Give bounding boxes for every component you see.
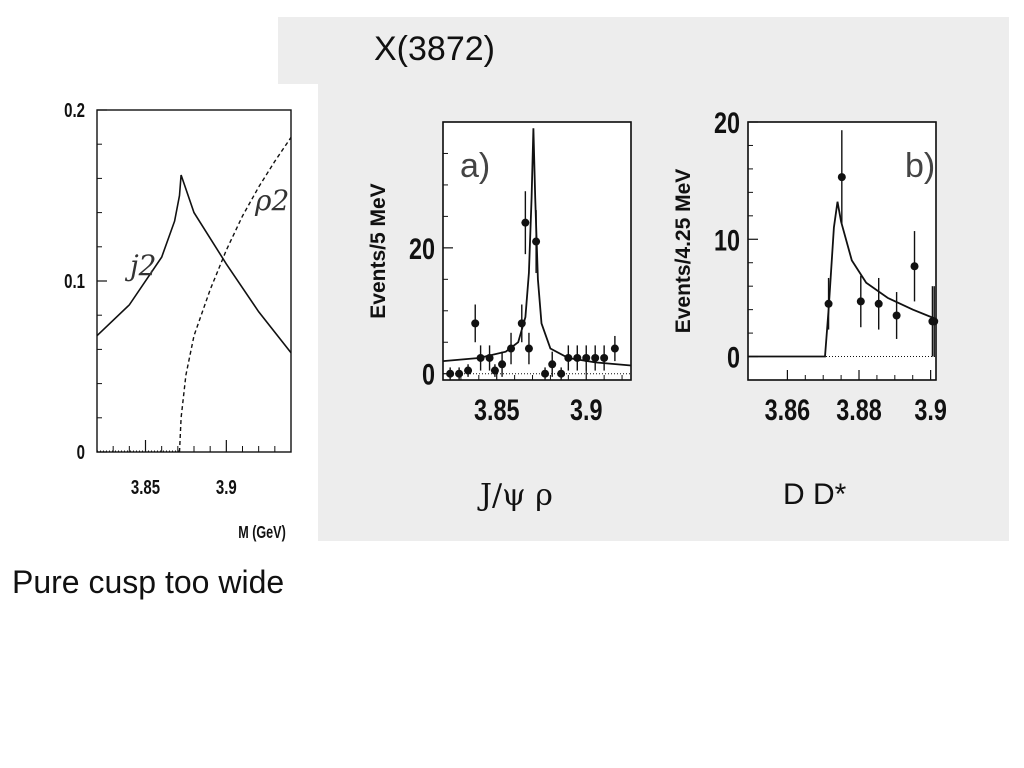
y-tick-label-a-1: 20 <box>409 232 435 265</box>
data-point <box>582 353 591 362</box>
data-point <box>541 369 550 378</box>
data-point <box>521 218 530 227</box>
data-point <box>532 237 541 246</box>
data-point <box>548 360 557 369</box>
data-point <box>446 369 455 378</box>
data-point <box>498 360 507 369</box>
y-tick-label-1: 0.1 <box>64 270 85 293</box>
data-point <box>464 366 473 375</box>
panel-label-b: b) <box>905 147 935 185</box>
y-axis-label-b: Events/4.25 MeV <box>672 169 695 334</box>
plot-frame-top-a <box>442 121 632 381</box>
data-point <box>837 173 846 182</box>
x-tick-label-0: 3.85 <box>131 476 160 499</box>
label-jpsi-rho: J/ψ ρ <box>480 478 553 513</box>
slide-title: X(3872) <box>374 30 495 68</box>
series-j2-line <box>96 174 292 354</box>
data-point <box>455 369 464 378</box>
plot-frame-cusp <box>96 109 292 453</box>
data-point <box>476 353 485 362</box>
slide-caption: Pure cusp too wide <box>12 564 285 600</box>
data-point <box>490 366 499 375</box>
x-tick-label-a-0: 3.85 <box>474 393 520 426</box>
x-tick-label-b-0: 3.86 <box>765 393 811 426</box>
data-point <box>824 299 833 308</box>
y-tick-label-b-1: 10 <box>714 224 740 257</box>
y-tick-label-2: 0.2 <box>64 99 85 122</box>
x-axis-label: M (GeV) <box>238 523 286 543</box>
series-label-rho2: ρ2 <box>254 184 289 217</box>
data-point <box>856 297 865 306</box>
data-point <box>610 344 619 353</box>
panel-label-a: a) <box>460 147 490 185</box>
data-point <box>591 353 600 362</box>
data-point <box>517 319 526 328</box>
data-point <box>485 353 494 362</box>
data-point <box>573 353 582 362</box>
data-point <box>910 262 919 271</box>
y-axis-label-a: Events/5 MeV <box>367 183 390 318</box>
data-point <box>930 317 939 326</box>
data-point <box>564 353 573 362</box>
y-tick-label-b-2: 20 <box>714 106 740 139</box>
data-point <box>507 344 516 353</box>
y-tick-label-0: 0 <box>77 441 85 464</box>
series-label-j2: j2 <box>124 249 157 282</box>
series-rho2-line <box>178 137 292 453</box>
title-background <box>278 17 1009 84</box>
data-point <box>892 311 901 320</box>
x-tick-label-b-1: 3.88 <box>836 393 882 426</box>
data-point <box>874 299 883 308</box>
y-tick-label-b-0: 0 <box>727 341 740 374</box>
x-tick-label-a-1: 3.9 <box>570 393 603 426</box>
data-point <box>471 319 480 328</box>
x-tick-label-b-2: 3.9 <box>914 393 947 426</box>
y-tick-label-a-0: 0 <box>422 358 435 391</box>
data-point <box>524 344 533 353</box>
data-point <box>557 369 566 378</box>
plot-frame-top-b <box>747 121 937 381</box>
data-point <box>600 353 609 362</box>
label-d-dstar: D D* <box>783 478 847 511</box>
x-tick-label-1: 3.9 <box>216 476 237 499</box>
